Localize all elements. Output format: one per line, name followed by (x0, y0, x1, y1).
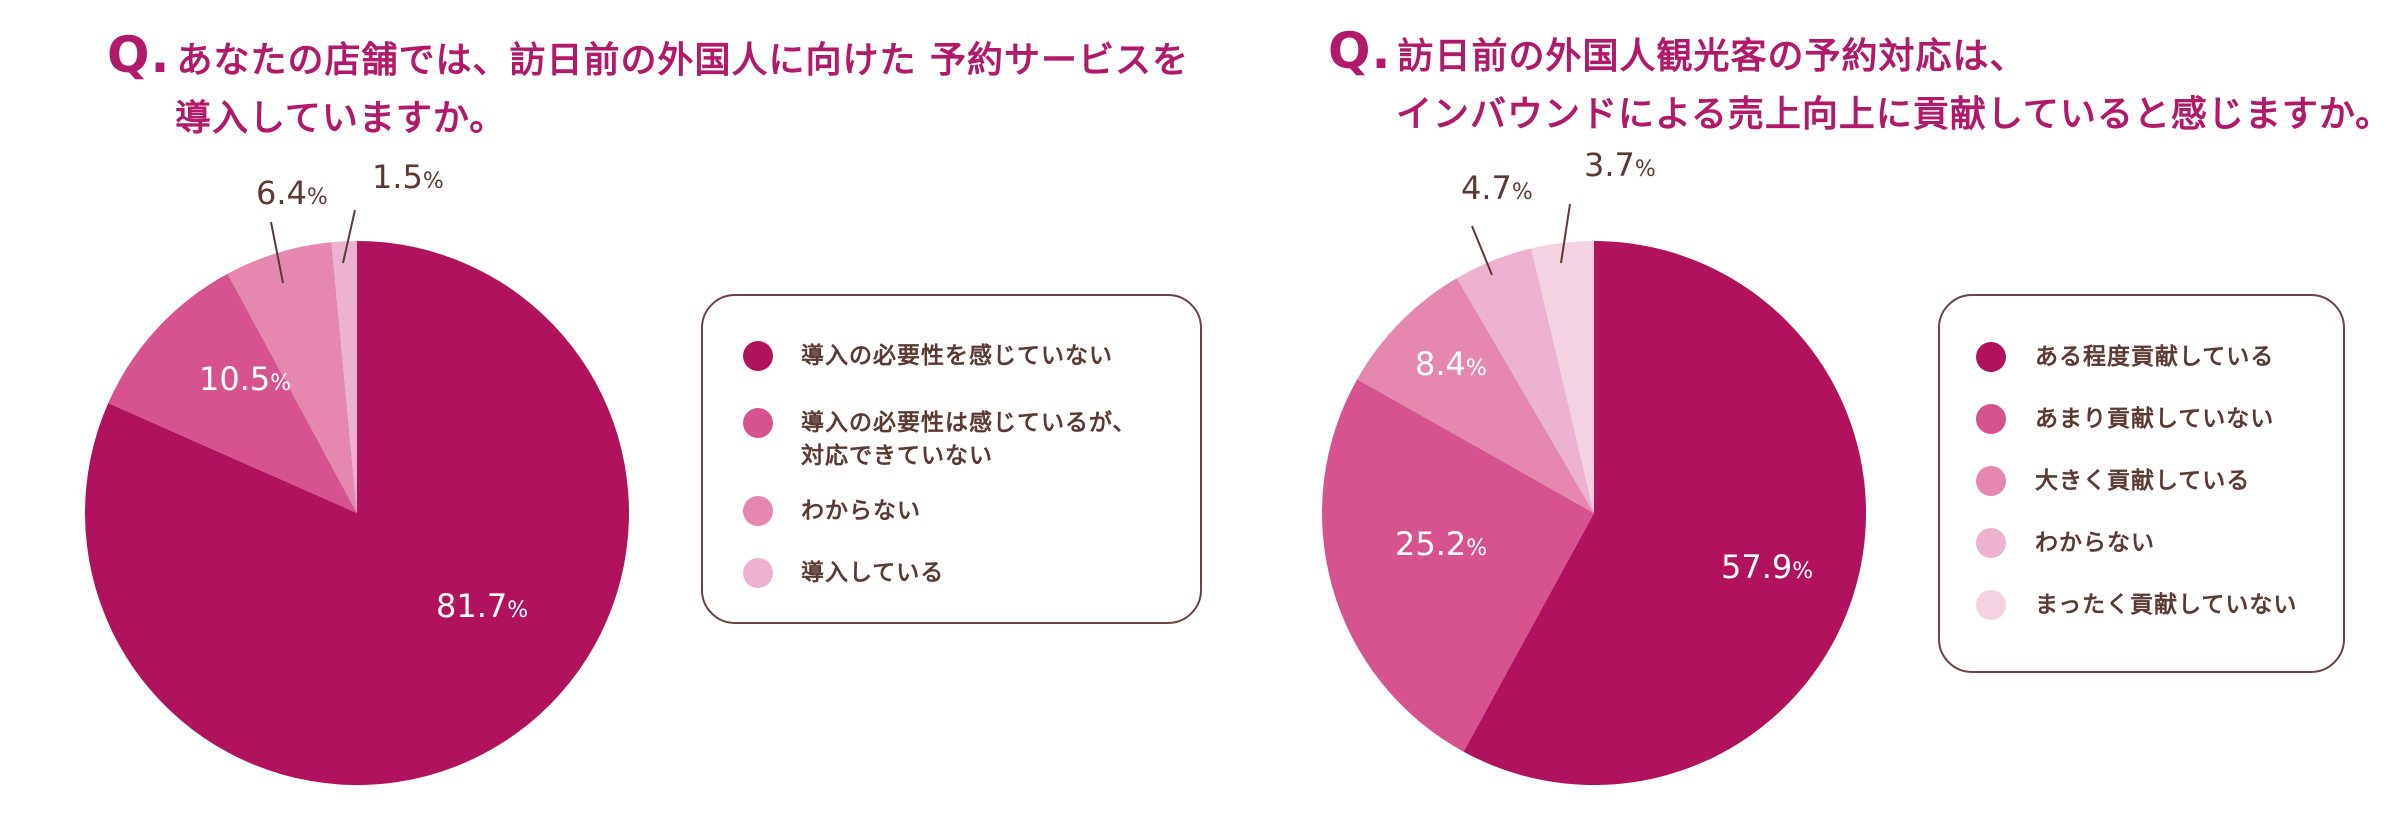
leader-line (1471, 225, 1493, 276)
legend-1: 導入の必要性を感じていない 導入の必要性は感じているが、 対応できていない わからない… (701, 294, 1202, 624)
pie-slice (1322, 379, 1594, 752)
data-label: 4.7% (1461, 169, 1533, 207)
legend-label: わからない (2035, 527, 2155, 560)
question-title-2: Q. 訪日前の外国人観光客の予約対応は、 インバウンドによる売上向上に貢献している… (1328, 22, 2392, 144)
pie-slice (227, 242, 357, 513)
legend-label-line: 導入の必要性は感じているが、 (801, 410, 1137, 436)
data-label: 10.5% (199, 360, 291, 398)
legend-swatch (1976, 528, 2006, 558)
data-label: 81.7% (436, 587, 528, 625)
leader-line (342, 209, 356, 264)
legend-label: 導入の必要性を感じていない (801, 340, 1113, 373)
legend-label: ある程度貢献している (2035, 341, 2274, 374)
legend-label-line: ある程度貢献している (2035, 344, 2275, 370)
pie-slice (1463, 241, 1867, 786)
title-line-2: 導入していますか。 (175, 98, 507, 139)
legend-label: わからない (801, 495, 921, 528)
question-title-1: Q. あなたの店舗では、訪日前の外国人に向けた 予約サービスを 導入していますか。 (107, 26, 1189, 148)
data-label: 3.7% (1584, 146, 1656, 184)
legend-label: 導入の必要性は感じているが、 対応できていない (801, 407, 1137, 473)
pie-slice (1456, 248, 1594, 514)
pie-slice (84, 241, 630, 785)
legend-label: 大きく貢献している (2035, 465, 2250, 498)
pie-slice (1357, 278, 1594, 513)
legend-swatch (1976, 466, 2006, 496)
data-label: 1.5% (372, 158, 444, 196)
legend-swatch (1976, 590, 2006, 620)
legend-label-line: わからない (2035, 530, 2155, 556)
legend-label-line: 対応できていない (801, 443, 993, 469)
leader-line (270, 221, 284, 284)
title-line-1: 訪日前の外国人観光客の予約対応は、 (1397, 36, 2027, 77)
pie-slice (1531, 241, 1594, 513)
legend-label-line: 大きく貢献している (2035, 468, 2251, 494)
q-mark: Q. (1328, 22, 1392, 80)
legend-label: まったく貢献していない (2035, 589, 2297, 622)
legend-2: ある程度貢献している あまり貢献していない 大きく貢献している わからないまったく貢献… (1938, 294, 2345, 673)
pie-slice (331, 241, 357, 513)
title-line-1: あなたの店舗では、訪日前の外国人に向けた 予約サービスを (176, 40, 1190, 81)
leader-line (1560, 203, 1571, 264)
legend-label-line: 導入の必要性を感じていない (801, 343, 1113, 369)
legend-swatch (743, 496, 773, 526)
legend-label: 導入している (801, 557, 944, 590)
legend-label-line: あまり貢献していない (2035, 406, 2275, 432)
q-mark: Q. (107, 26, 171, 84)
legend-swatch (743, 558, 773, 588)
legend-label-line: まったく貢献していない (2035, 592, 2298, 618)
legend-label-line: わからない (801, 498, 921, 524)
legend-swatch (1976, 404, 2006, 434)
data-label: 8.4% (1415, 345, 1487, 383)
legend-label: あまり貢献していない (2035, 403, 2274, 436)
legend-label-line: 導入している (801, 560, 945, 586)
legend-swatch (743, 408, 773, 438)
legend-swatch (1976, 342, 2006, 372)
data-label: 25.2% (1395, 525, 1487, 563)
pie-slice (108, 273, 357, 513)
title-line-2: インバウンドによる売上向上に貢献していると感じますか。 (1396, 94, 2393, 135)
data-label: 6.4% (256, 174, 328, 212)
legend-swatch (743, 341, 773, 371)
data-label: 57.9% (1721, 548, 1813, 586)
